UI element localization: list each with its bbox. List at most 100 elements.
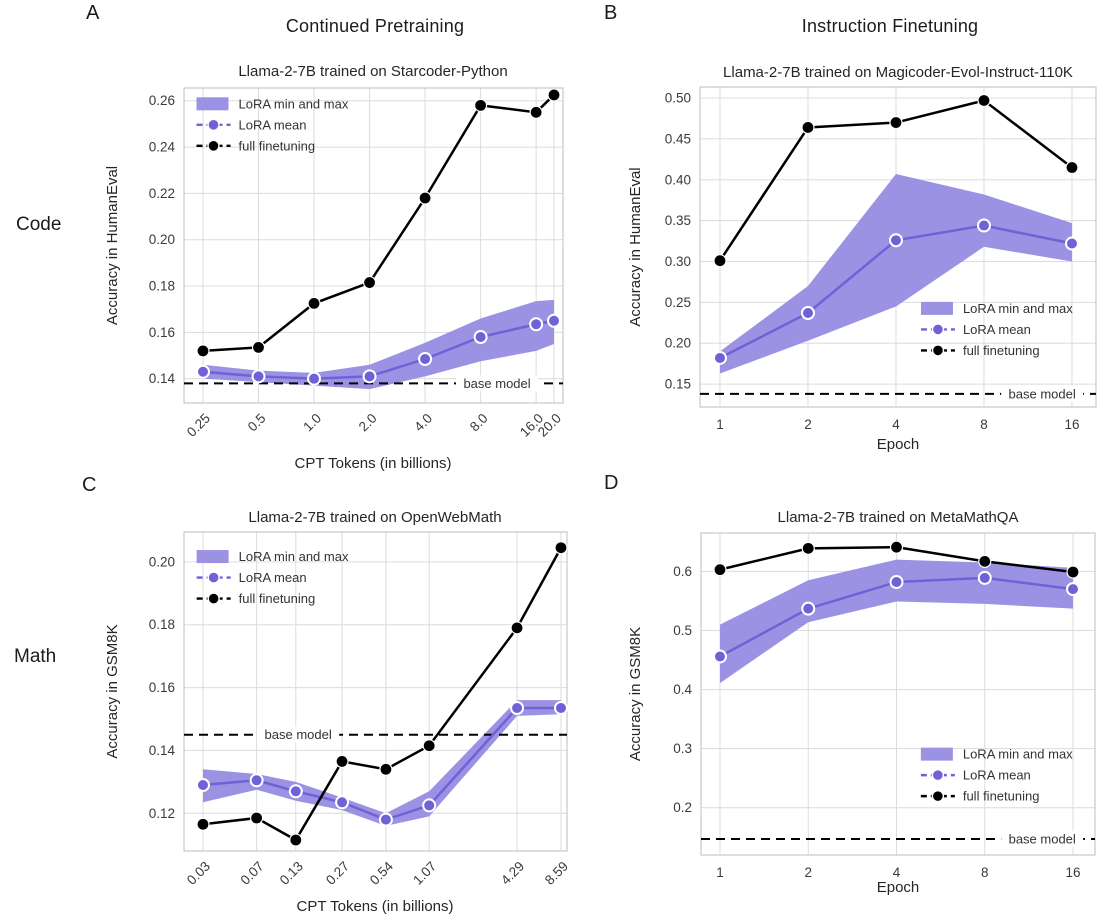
base-model-label-bg <box>1001 385 1084 402</box>
x-tick-label: 16 <box>1066 865 1081 880</box>
x-tick-label: 1 <box>716 865 724 880</box>
lora-mean-marker <box>712 649 727 664</box>
base-model-label-bg <box>257 726 340 743</box>
legend-band-swatch <box>920 301 953 315</box>
full-finetuning-marker <box>529 105 543 119</box>
lora-mean-marker <box>1066 582 1081 597</box>
full-finetuning-marker <box>713 563 727 577</box>
x-tick-label: 1 <box>716 417 724 432</box>
y-tick-label: 0.20 <box>149 232 175 247</box>
full-finetuning-marker <box>422 739 436 753</box>
y-tick-label: 0.22 <box>149 186 175 201</box>
lora-mean-marker <box>1064 236 1079 251</box>
y-tick-label: 0.24 <box>149 140 176 155</box>
legend: LoRA min and max LoRA mean full finetuning <box>196 549 349 606</box>
legend-entry-label: full finetuning <box>239 138 316 153</box>
x-axis-label: Epoch <box>877 879 920 896</box>
panel-letter-b: B <box>604 2 618 24</box>
x-tick-label: 4.29 <box>498 859 527 888</box>
y-tick-label: 0.6 <box>673 564 692 579</box>
y-axis-label: Accuracy in HumanEval <box>627 167 644 326</box>
full-finetuning-marker <box>713 254 727 268</box>
y-tick-label: 0.5 <box>673 623 692 638</box>
full-finetuning-marker <box>978 554 992 568</box>
lora-mean-marker <box>889 575 904 590</box>
lora-mean-marker <box>976 218 991 233</box>
lora-mean-marker <box>553 701 568 715</box>
full-finetuning-marker <box>554 541 568 555</box>
lora-mean-marker <box>288 784 303 799</box>
x-tick-label: 4.0 <box>411 411 435 435</box>
legend-marker <box>931 344 945 357</box>
y-axis-label: Accuracy in GSM8K <box>104 624 121 758</box>
legend-entry-label: LoRA mean <box>239 570 307 585</box>
full-finetuning-marker <box>250 811 264 825</box>
plot-border <box>183 87 564 404</box>
legend-marker <box>207 571 220 584</box>
x-tick-label: 8 <box>981 865 989 880</box>
x-tick-label: 0.25 <box>184 411 213 440</box>
panel-title: Llama-2-7B trained on Magicoder-Evol-Ins… <box>723 64 1073 81</box>
lora-min-max-band <box>719 559 1074 684</box>
full-finetuning-marker <box>379 762 393 776</box>
plot-border <box>183 531 568 852</box>
lora-mean-line <box>202 319 555 380</box>
panel-b-chart: base model LoRA min and max LoRA mean full … <box>627 64 1097 453</box>
y-tick-label: 0.4 <box>673 682 692 697</box>
x-tick-label: 4 <box>893 865 901 880</box>
full-finetuning-line <box>202 94 555 353</box>
full-finetuning-marker <box>977 93 991 108</box>
y-tick-label: 0.35 <box>665 213 691 228</box>
full-finetuning-marker <box>801 120 815 135</box>
panel-letter-d: D <box>604 472 619 494</box>
full-finetuning-marker <box>889 540 904 554</box>
x-tick-label: 0.13 <box>277 859 306 888</box>
legend: LoRA min and max LoRA mean full finetuning <box>920 301 1073 358</box>
lora-mean-marker <box>888 233 903 248</box>
full-finetuning-line <box>202 547 563 842</box>
y-tick-label: 0.25 <box>665 295 691 310</box>
legend-entry-label: full finetuning <box>239 591 316 606</box>
y-tick-label: 0.14 <box>149 743 176 758</box>
full-finetuning-marker <box>418 191 432 205</box>
legend-entry-label: LoRA min and max <box>963 301 1073 316</box>
base-model-label: base model <box>1009 386 1076 401</box>
panel-title: Llama-2-7B trained on OpenWebMath <box>248 509 501 526</box>
full-finetuning-marker <box>1065 160 1079 175</box>
lora-mean-marker <box>378 812 393 827</box>
full-finetuning-marker <box>1066 565 1080 579</box>
lora-mean-marker <box>510 701 525 715</box>
base-model-label-bg <box>456 375 539 392</box>
lora-mean-marker <box>251 369 266 384</box>
legend-entry-label: full finetuning <box>963 343 1040 358</box>
panel-c-chart: base model LoRA min and max LoRA mean full … <box>104 509 571 915</box>
y-tick-label: 0.26 <box>149 93 175 108</box>
full-finetuning-marker <box>335 754 349 769</box>
x-axis-label: Epoch <box>877 436 920 453</box>
x-tick-label: 4 <box>892 417 900 432</box>
legend-entry-label: full finetuning <box>963 789 1040 804</box>
x-tick-label: 8.59 <box>542 859 571 888</box>
y-tick-label: 0.15 <box>665 377 691 392</box>
legend-band-swatch <box>920 747 953 761</box>
x-tick-label: 1.0 <box>300 411 324 435</box>
full-finetuning-marker <box>474 98 488 112</box>
y-tick-label: 0.12 <box>149 806 175 821</box>
y-tick-label: 0.2 <box>673 800 692 815</box>
lora-mean-marker <box>195 778 210 792</box>
full-finetuning-marker <box>362 275 377 290</box>
y-tick-label: 0.20 <box>665 336 691 351</box>
x-tick-label: 0.03 <box>184 859 213 888</box>
y-tick-label: 0.3 <box>673 741 692 756</box>
x-tick-label: 8 <box>980 417 988 432</box>
column-header-instruction-finetuning: Instruction Finetuning <box>801 16 979 36</box>
lora-mean-marker <box>712 350 727 365</box>
lora-mean-marker <box>547 313 562 328</box>
x-tick-label: 1.07 <box>410 859 439 888</box>
y-tick-label: 0.30 <box>665 254 691 269</box>
legend-marker <box>207 139 220 153</box>
legend-entry-label: LoRA mean <box>239 117 307 132</box>
full-finetuning-marker <box>889 115 903 130</box>
y-tick-label: 0.16 <box>149 680 175 695</box>
x-tick-label: 0.54 <box>367 858 397 888</box>
